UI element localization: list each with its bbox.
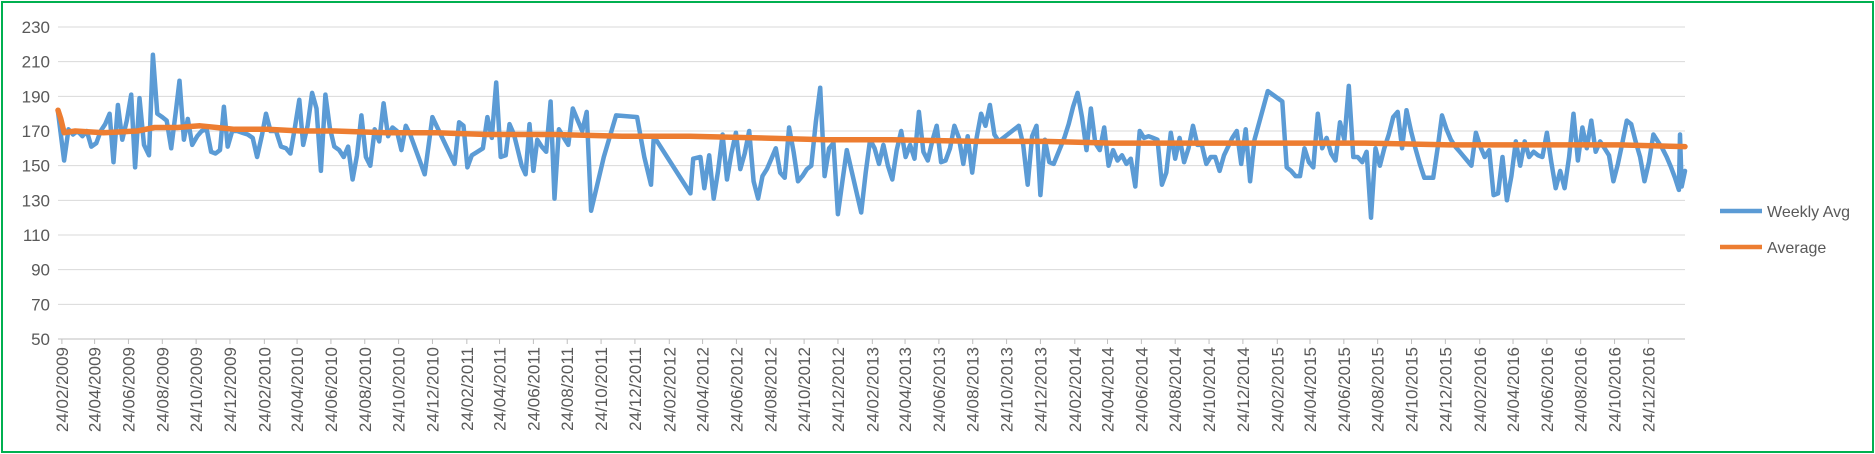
series-line-weekly-avg xyxy=(55,52,1688,220)
x-tick-label: 24/08/2014 xyxy=(1166,347,1185,432)
y-tick-label: 190 xyxy=(22,87,50,106)
x-tick-label: 24/10/2010 xyxy=(390,347,409,432)
x-tick-label: 24/10/2009 xyxy=(187,347,206,432)
legend-entry: Weekly Avg xyxy=(1720,204,1850,221)
x-tick-label: 24/12/2013 xyxy=(1031,347,1050,432)
x-tick-label: 24/06/2010 xyxy=(322,347,341,432)
y-tick-label: 110 xyxy=(23,226,50,245)
x-tick-label: 24/08/2009 xyxy=(153,347,172,432)
x-tick-label: 24/04/2009 xyxy=(86,347,105,432)
x-tick-label: 24/08/2012 xyxy=(761,347,780,432)
x-tick-label: 24/12/2016 xyxy=(1639,347,1658,432)
x-tick-label: 24/10/2012 xyxy=(795,347,814,432)
legend-label: Average xyxy=(1767,240,1826,257)
x-tick-label: 24/10/2013 xyxy=(998,347,1017,432)
legend-label: Weekly Avg xyxy=(1767,204,1850,221)
x-tick-label: 24/04/2016 xyxy=(1504,347,1523,432)
x-tick-label: 24/06/2015 xyxy=(1335,347,1354,432)
x-tick-label: 24/02/2016 xyxy=(1471,347,1490,432)
x-tick-label: 24/10/2014 xyxy=(1200,347,1219,432)
x-tick-label: 24/10/2016 xyxy=(1606,347,1625,432)
x-tick-label: 24/06/2012 xyxy=(727,347,746,432)
gridlines xyxy=(58,26,1685,305)
x-tick-label: 24/08/2016 xyxy=(1572,347,1591,432)
y-tick-label: 70 xyxy=(31,295,50,314)
y-tick-label: 130 xyxy=(22,191,50,210)
x-tick-label: 24/02/2015 xyxy=(1268,347,1287,432)
x-tick-label: 24/08/2011 xyxy=(558,347,577,431)
x-tick-label: 24/02/2014 xyxy=(1066,347,1085,432)
y-tick-label: 90 xyxy=(31,261,50,280)
y-tick-label: 50 xyxy=(31,330,50,349)
y-tick-label: 210 xyxy=(22,53,50,72)
x-tick-label: 24/04/2011 xyxy=(491,347,510,431)
x-tick-label: 24/06/2009 xyxy=(119,347,138,432)
x-tick-label: 24/06/2011 xyxy=(524,347,543,431)
x-tick-label: 24/04/2015 xyxy=(1301,347,1320,432)
x-axis: 24/02/2009 24/04/2009 24/06/2009 24/08/2009… xyxy=(53,338,1685,432)
x-tick-label: 24/02/2010 xyxy=(255,347,274,432)
x-tick-label: 24/12/2009 xyxy=(221,347,240,432)
x-tick-label: 24/04/2013 xyxy=(896,347,915,432)
x-tick-label: 24/06/2014 xyxy=(1132,347,1151,432)
x-tick-label: 24/10/2011 xyxy=(592,347,611,431)
x-tick-label: 24/12/2014 xyxy=(1234,347,1253,432)
y-axis: 50 70 90 110 130 150 170 190 210 230 xyxy=(22,18,50,349)
x-tick-label: 24/04/2014 xyxy=(1099,347,1118,432)
y-tick-label: 230 xyxy=(22,18,50,37)
x-tick-label: 24/04/2010 xyxy=(288,347,307,432)
x-tick-label: 24/08/2013 xyxy=(964,347,983,432)
x-tick-label: 24/04/2012 xyxy=(694,347,713,432)
legend: Weekly Avg Average xyxy=(1720,204,1850,257)
x-tick-label: 24/12/2012 xyxy=(829,347,848,432)
plot-area xyxy=(55,52,1688,220)
series-line-average xyxy=(55,107,1688,150)
x-tick-label: 24/08/2010 xyxy=(356,347,375,432)
legend-entry: Average xyxy=(1720,240,1826,257)
x-tick-label: 24/06/2016 xyxy=(1538,347,1557,432)
x-tick-label: 24/02/2012 xyxy=(660,347,679,432)
y-tick-label: 150 xyxy=(22,157,50,176)
x-tick-label: 24/12/2010 xyxy=(423,347,442,432)
x-tick-label: 24/12/2011 xyxy=(626,347,645,431)
x-tick-label: 24/06/2013 xyxy=(930,347,949,432)
x-tick-label: 24/02/2009 xyxy=(53,347,72,432)
x-tick-label: 24/02/2011 xyxy=(458,347,477,431)
x-tick-label: 24/08/2015 xyxy=(1369,347,1388,432)
x-tick-label: 24/10/2015 xyxy=(1403,347,1422,432)
y-tick-label: 170 xyxy=(22,122,50,141)
x-tick-label: 24/12/2015 xyxy=(1436,347,1455,432)
x-tick-label: 24/02/2013 xyxy=(863,347,882,432)
